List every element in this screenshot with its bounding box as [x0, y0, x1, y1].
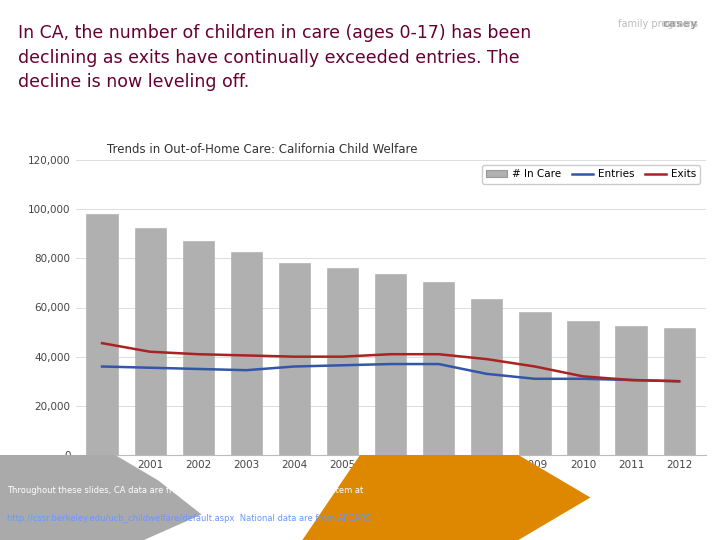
Text: Throughout these slides, CA data are from the CWS/CMS  Dynamic Report System at: Throughout these slides, CA data are fro…: [7, 486, 364, 495]
Text: casey: casey: [663, 19, 698, 29]
Bar: [183, 241, 214, 455]
Bar: [135, 227, 166, 455]
Text: In CA, the number of children in care (ages 0-17) has been
declining as exits ha: In CA, the number of children in care (a…: [18, 24, 531, 91]
Text: Trends in Out-of-Home Care: California Child Welfare: Trends in Out-of-Home Care: California C…: [107, 143, 418, 156]
Bar: [230, 252, 262, 455]
Polygon shape: [0, 455, 202, 540]
Bar: [423, 282, 454, 455]
Bar: [471, 299, 503, 455]
Bar: [86, 214, 117, 455]
Bar: [519, 313, 551, 455]
Text: family programs: family programs: [590, 19, 698, 29]
Bar: [567, 321, 598, 455]
Bar: [375, 274, 406, 455]
Bar: [664, 328, 695, 455]
Polygon shape: [302, 455, 590, 540]
Bar: [279, 263, 310, 455]
Bar: [327, 268, 358, 455]
Text: http://cssr.berkeley.edu/ucb_childwelfare/default.aspx  National data are from A: http://cssr.berkeley.edu/ucb_childwelfar…: [7, 514, 372, 523]
Legend: # In Care, Entries, Exits: # In Care, Entries, Exits: [482, 165, 701, 184]
Bar: [616, 326, 647, 455]
